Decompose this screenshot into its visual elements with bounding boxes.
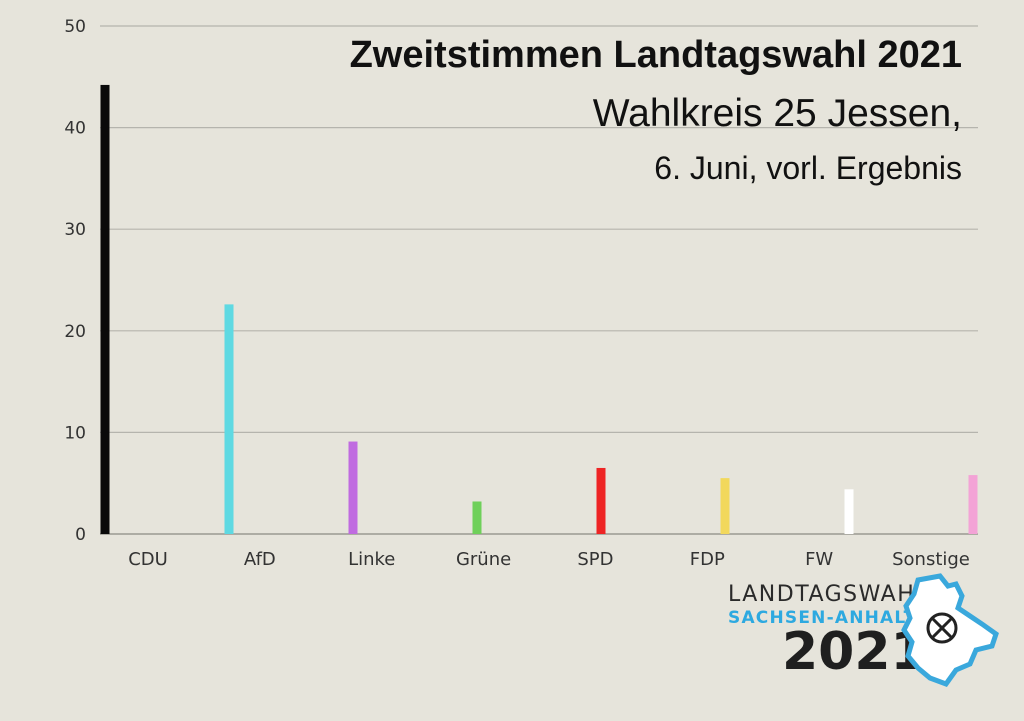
y-axis-ticks: 0 10 20 30 40 50: [64, 17, 86, 545]
x-tick-label-cdu: CDU: [128, 549, 168, 570]
y-tick-label-10: 10: [64, 423, 86, 443]
x-tick-label-spd: SPD: [577, 549, 613, 570]
chart-subtitle-district: Wahlkreis 25 Jessen,: [592, 92, 962, 135]
x-axis-labels: CDU AfD Linke Grüne SPD FDP FW Sonstige: [128, 549, 970, 570]
x-tick-label-afd: AfD: [244, 549, 276, 570]
y-tick-label-0: 0: [75, 525, 86, 545]
chart-subtitle-date: 6. Juni, vorl. Ergebnis: [654, 150, 962, 186]
bar-fw: [844, 489, 854, 534]
y-tick-label-30: 30: [64, 220, 86, 240]
bar-fdp: [720, 478, 730, 534]
bar-sonstige: [968, 475, 978, 534]
gridlines: [100, 25, 978, 535]
x-tick-label-linke: Linke: [348, 549, 395, 570]
logo-text-sachsen-anhalt: SACHSEN-ANHALT: [728, 608, 917, 628]
bar-grne: [472, 501, 482, 534]
bars: [100, 84, 978, 534]
y-tick-label-50: 50: [64, 17, 86, 37]
x-tick-label-sonstige: Sonstige: [892, 549, 970, 570]
chart-title: Zweitstimmen Landtagswahl 2021: [349, 34, 962, 76]
bar-afd: [224, 304, 234, 534]
ballot-cross-map-icon: [901, 573, 999, 688]
x-tick-label-fw: FW: [805, 549, 833, 570]
bar-spd: [596, 467, 606, 534]
x-tick-label-grne: Grüne: [456, 549, 511, 570]
election-logo: LANDTAGSWAHL SACHSEN-ANHALT 2021: [726, 573, 1011, 698]
bar-cdu: [100, 84, 110, 534]
x-tick-label-fdp: FDP: [690, 549, 725, 570]
y-tick-label-20: 20: [64, 322, 86, 342]
bar-linke: [348, 441, 358, 534]
y-tick-label-40: 40: [64, 119, 86, 139]
logo-text-landtagswahl: LANDTAGSWAHL: [728, 582, 930, 607]
